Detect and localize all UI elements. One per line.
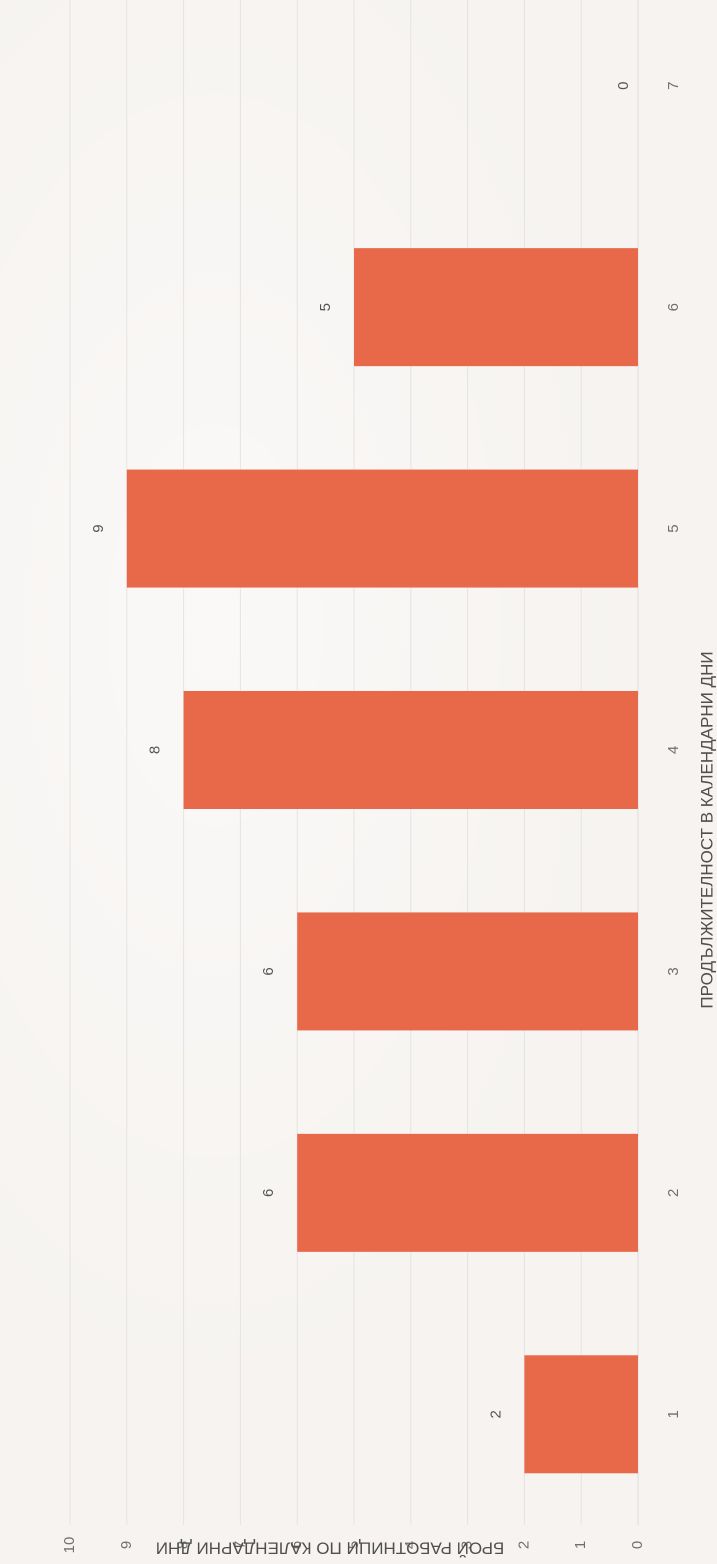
y-tick-label: 1 [572, 1541, 589, 1549]
data-label: 0 [615, 82, 632, 90]
y-tick-label: 9 [118, 1541, 135, 1549]
x-tick-label: 4 [665, 746, 682, 754]
bars [126, 248, 639, 1474]
y-tick-label: 7 [231, 1541, 248, 1549]
x-axis-tick-labels: 1 2 3 4 5 6 7 [665, 82, 682, 1419]
x-axis-title: ПРОДЪЛЖИТЕЛНОСТ В КАЛЕНДАРНИ ДНИ [697, 651, 716, 1008]
y-tick-label: 4 [402, 1541, 419, 1549]
y-tick-label: 8 [175, 1541, 192, 1549]
bar-4 [183, 691, 638, 809]
data-labels: 2 6 6 8 9 5 0 [90, 82, 632, 1419]
bar-2 [297, 1133, 638, 1252]
data-label: 8 [147, 746, 164, 754]
data-label: 6 [260, 1189, 277, 1197]
y-axis-tick-labels: 0 1 2 3 4 5 6 7 8 9 10 [61, 1537, 646, 1554]
x-tick-label: 1 [665, 1410, 682, 1418]
y-tick-label: 2 [515, 1541, 532, 1549]
x-tick-label: 6 [665, 303, 682, 311]
y-tick-label: 3 [459, 1541, 476, 1549]
data-label: 9 [90, 524, 107, 532]
x-tick-label: 7 [665, 82, 682, 90]
data-label: 6 [260, 967, 277, 975]
x-tick-label: 5 [665, 524, 682, 532]
y-tick-label: 10 [61, 1537, 78, 1554]
bar-1 [524, 1355, 638, 1474]
y-axis-title: БРОЙ РАБОТНИЦИ ПО КАЛЕНДАРНИ ДНИ [156, 1539, 504, 1558]
data-label: 2 [487, 1410, 504, 1418]
bar-5 [126, 469, 639, 588]
bar-6 [354, 248, 638, 367]
x-tick-label: 2 [665, 1189, 682, 1197]
data-label: 5 [317, 303, 334, 311]
x-tick-label: 3 [665, 967, 682, 975]
y-tick-label: 5 [345, 1541, 362, 1549]
bar-3 [297, 912, 638, 1031]
y-tick-label: 0 [629, 1541, 646, 1549]
y-tick-label: 6 [288, 1541, 305, 1549]
